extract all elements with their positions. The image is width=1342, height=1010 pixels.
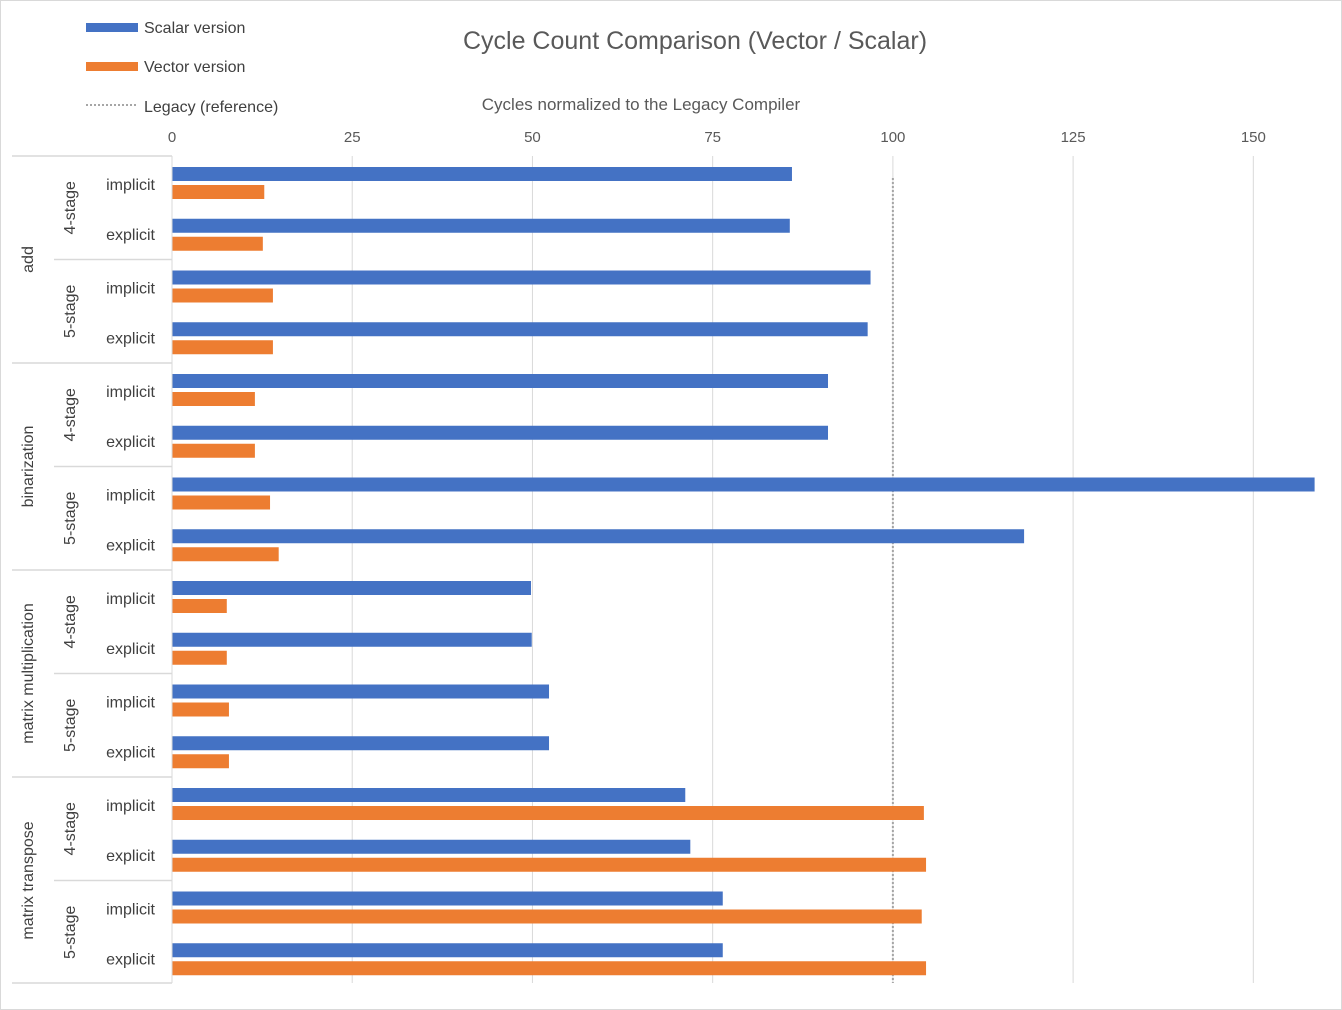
bar-scalar: [172, 425, 829, 440]
x-tick-label: 0: [168, 129, 176, 146]
bar-scalar: [172, 891, 723, 906]
stage-label: 4-stage: [62, 595, 79, 648]
legend-swatch-vector: [86, 62, 138, 71]
variant-label: implicit: [106, 177, 155, 194]
legend-label-reference: Legacy (reference): [144, 99, 278, 116]
bar-vector: [172, 185, 265, 199]
variant-label: implicit: [106, 902, 155, 919]
chart-title: Cycle Count Comparison (Vector / Scalar): [463, 27, 927, 55]
bar-vector: [172, 909, 922, 924]
legend: Scalar version Vector version Legacy (re…: [86, 20, 278, 116]
variant-label: explicit: [106, 434, 155, 451]
x-tick-label: 100: [880, 129, 905, 146]
variant-label: implicit: [106, 591, 155, 608]
stage-label: 5-stage: [62, 284, 79, 337]
bar-scalar: [172, 477, 1315, 492]
bar-vector: [172, 806, 924, 820]
x-axis-ticks: 0 25 50 75 100 125 150: [168, 129, 1266, 146]
bar-scalar: [172, 218, 790, 233]
bar-scalar: [172, 684, 550, 699]
bar-vector: [172, 495, 271, 510]
bar-scalar: [172, 736, 550, 751]
variant-label: implicit: [106, 695, 155, 712]
stage-label: 4-stage: [62, 802, 79, 855]
variant-label: explicit: [106, 330, 155, 347]
variant-label: implicit: [106, 798, 155, 815]
x-tick-label: 150: [1241, 129, 1266, 146]
bar-vector: [172, 599, 227, 613]
bar-vector: [172, 236, 263, 251]
bar-scalar: [172, 270, 871, 285]
bar-vector: [172, 702, 229, 717]
legend-swatch-scalar: [86, 23, 138, 32]
variant-label: explicit: [106, 227, 155, 244]
x-axis-title: Cycles normalized to the Legacy Compiler: [482, 95, 801, 114]
category-axis: add 4-stage implicit explicit 5-stage implici…: [12, 155, 173, 984]
legend-label-scalar: Scalar version: [144, 20, 245, 37]
variant-label: implicit: [106, 281, 155, 298]
bar-scalar: [172, 374, 829, 388]
stage-label: 5-stage: [62, 491, 79, 544]
bar-vector: [172, 961, 927, 976]
x-tick-label: 75: [704, 129, 721, 146]
group-label: matrix transpose: [20, 821, 37, 939]
bar-vector: [172, 547, 279, 562]
stage-label: 4-stage: [62, 388, 79, 441]
x-tick-label: 50: [524, 129, 541, 146]
bar-scalar: [172, 167, 792, 181]
variant-label: explicit: [106, 848, 155, 865]
bar-vector: [172, 650, 227, 665]
stage-label: 5-stage: [62, 698, 79, 751]
stage-label: 4-stage: [62, 181, 79, 234]
bar-vector: [172, 443, 255, 458]
bar-scalar: [172, 632, 532, 647]
stage-label: 5-stage: [62, 905, 79, 958]
bar-scalar: [172, 581, 532, 595]
bars: [172, 167, 1315, 976]
group-label: matrix multiplication: [20, 603, 37, 743]
bar-vector: [172, 288, 273, 303]
x-tick-label: 25: [344, 129, 361, 146]
bar-vector: [172, 340, 273, 355]
group-label: binarization: [20, 426, 37, 508]
bar-scalar: [172, 529, 1025, 544]
variant-label: implicit: [106, 384, 155, 401]
bar-scalar: [172, 322, 868, 337]
bar-vector: [172, 857, 927, 872]
x-tick-label: 125: [1061, 129, 1086, 146]
variant-label: explicit: [106, 951, 155, 968]
legend-label-vector: Vector version: [144, 59, 245, 76]
variant-label: implicit: [106, 488, 155, 505]
bar-vector: [172, 754, 229, 769]
bar-scalar: [172, 943, 723, 958]
variant-label: explicit: [106, 641, 155, 658]
variant-label: explicit: [106, 537, 155, 554]
group-label: add: [20, 246, 37, 273]
bar-scalar: [172, 839, 691, 854]
bar-scalar: [172, 788, 686, 802]
variant-label: explicit: [106, 744, 155, 761]
bar-vector: [172, 392, 255, 406]
